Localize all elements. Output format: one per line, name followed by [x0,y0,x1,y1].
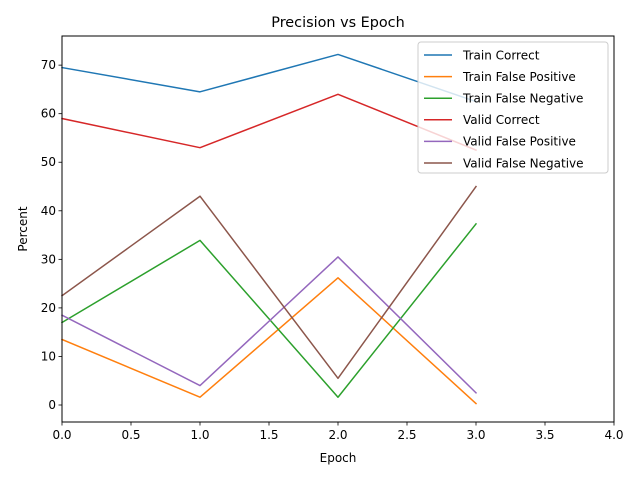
legend-label: Valid False Negative [463,156,584,170]
x-tick-label: 3.5 [535,428,554,442]
series-line-0 [61,53,477,103]
series-line-2 [60,222,478,398]
x-tick-label: 0.5 [121,428,140,442]
x-tick-label: 1.0 [190,428,209,442]
series-line-1 [61,277,478,405]
legend-label: Train False Negative [462,92,583,106]
y-tick-label: 0 [48,398,56,412]
x-tick-label: 2.5 [397,428,416,442]
y-tick-label: 70 [41,58,56,72]
chart-title: Precision vs Epoch [271,15,404,31]
x-axis: 0.0 0.5 1.0 1.5 2.0 2.5 3.0 3.5 4.0 [52,422,624,442]
legend-label: Train Correct [462,48,540,62]
y-tick-label: 60 [41,107,56,121]
legend-label: Valid Correct [463,113,540,127]
x-tick-label: 0.0 [52,428,71,442]
legend-entries: Train Correct Train False Positive Train F… [424,48,584,170]
y-axis: 0 10 20 30 40 50 60 70 [41,58,62,412]
x-axis-title: Epoch [320,451,357,465]
x-tick-label: 4.0 [604,428,623,442]
y-tick-label: 50 [41,155,56,169]
legend: Train Correct Train False Positive Train F… [417,41,609,174]
x-tick-label: 2.0 [328,428,347,442]
legend-label: Valid False Positive [463,135,576,149]
y-tick-label: 20 [41,301,56,315]
series-line-3 [61,93,477,152]
series-layer [60,53,478,405]
legend-box [417,41,609,174]
y-tick-label: 40 [41,204,56,218]
y-tick-label: 10 [41,349,56,363]
legend-label: Train False Positive [462,70,576,84]
x-tick-label: 3.0 [466,428,485,442]
series-line-5 [60,185,478,380]
series-line-4 [60,256,478,394]
x-tick-label: 1.5 [259,428,278,442]
y-axis-title: Percent [16,206,30,251]
y-tick-label: 30 [41,252,56,266]
